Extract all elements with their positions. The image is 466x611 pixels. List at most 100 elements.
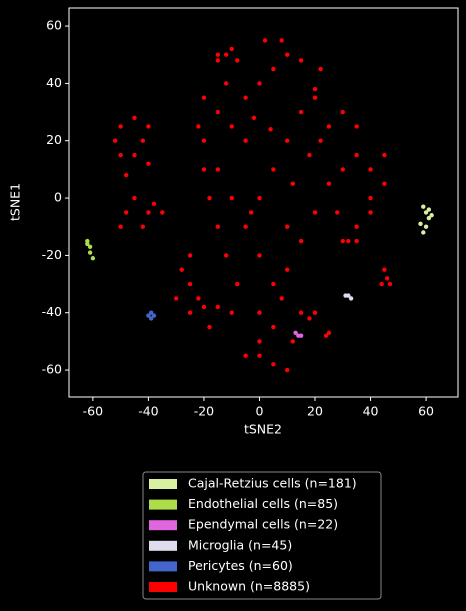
- legend-label: Ependymal cells (n=22): [188, 517, 338, 532]
- point: [87, 244, 93, 249]
- point: [146, 124, 151, 129]
- point: [85, 241, 90, 247]
- point: [326, 124, 332, 129]
- point: [298, 238, 304, 244]
- y-tick-label: 40: [46, 75, 62, 90]
- point: [298, 58, 304, 63]
- point: [90, 256, 96, 261]
- legend-label: Unknown (n=8885): [188, 579, 310, 594]
- point: [382, 152, 387, 158]
- x-tick-label: -40: [138, 404, 158, 419]
- point: [354, 124, 359, 129]
- point: [179, 267, 184, 272]
- point: [368, 210, 373, 215]
- point: [215, 52, 221, 57]
- point: [118, 224, 123, 229]
- point: [187, 310, 193, 315]
- point: [323, 333, 329, 338]
- point: [235, 281, 240, 287]
- point: [196, 124, 201, 129]
- point: [87, 250, 93, 255]
- point: [151, 313, 157, 318]
- point: [229, 310, 234, 315]
- point: [271, 66, 276, 72]
- point: [387, 281, 393, 287]
- point: [257, 195, 262, 201]
- point: [118, 124, 123, 129]
- point: [243, 95, 248, 100]
- x-tick-label: -60: [83, 404, 103, 419]
- legend-label: Pericytes (n=60): [188, 558, 293, 573]
- point: [354, 224, 359, 229]
- point: [340, 238, 345, 244]
- point: [312, 95, 318, 100]
- point: [279, 296, 284, 301]
- point: [271, 281, 276, 287]
- point: [123, 210, 129, 215]
- point: [271, 324, 276, 330]
- y-tick-label: 60: [46, 18, 62, 33]
- point: [298, 333, 304, 338]
- point: [112, 138, 118, 143]
- point: [368, 167, 373, 172]
- point: [423, 210, 429, 215]
- point: [418, 221, 423, 227]
- point: [307, 152, 312, 158]
- x-tick-label: 20: [307, 404, 323, 419]
- point: [326, 181, 332, 186]
- point: [187, 281, 193, 287]
- point: [201, 138, 207, 143]
- legend-swatch: [149, 479, 177, 489]
- point: [215, 167, 221, 172]
- point: [354, 152, 359, 158]
- point: [262, 38, 268, 43]
- point: [146, 210, 151, 215]
- point: [285, 52, 290, 57]
- point: [223, 81, 229, 86]
- legend-swatch: [149, 540, 177, 551]
- x-tick-label: 40: [363, 404, 379, 419]
- x-tick-label: 0: [255, 404, 263, 419]
- point: [196, 296, 201, 301]
- point: [123, 172, 129, 178]
- x-tick-label: 60: [418, 404, 434, 419]
- point: [285, 138, 290, 143]
- point: [293, 330, 298, 335]
- point: [340, 167, 345, 172]
- legend-swatch: [149, 499, 177, 510]
- point: [251, 115, 257, 120]
- point: [326, 330, 332, 335]
- point: [290, 181, 295, 186]
- point: [318, 66, 323, 72]
- legend-box: [142, 471, 382, 600]
- point: [215, 58, 221, 63]
- point: [140, 138, 146, 143]
- point: [187, 253, 193, 258]
- point: [312, 310, 318, 315]
- point: [201, 95, 207, 100]
- point: [140, 224, 146, 229]
- point: [429, 213, 434, 218]
- point: [346, 238, 351, 244]
- point: [243, 353, 248, 358]
- point: [160, 210, 165, 215]
- point: [243, 224, 248, 229]
- point: [298, 310, 304, 315]
- point: [229, 46, 234, 52]
- point: [257, 339, 262, 344]
- point: [223, 52, 229, 57]
- y-tick-label: 0: [54, 190, 62, 205]
- point: [257, 81, 262, 86]
- legend-swatch: [149, 582, 177, 592]
- point: [354, 238, 359, 244]
- point: [215, 224, 221, 229]
- point: [229, 195, 234, 201]
- point: [201, 304, 207, 310]
- point: [285, 367, 290, 373]
- point: [368, 195, 373, 201]
- point: [243, 138, 248, 143]
- point: [173, 296, 179, 301]
- plot-frame: [68, 7, 459, 398]
- point: [118, 152, 123, 158]
